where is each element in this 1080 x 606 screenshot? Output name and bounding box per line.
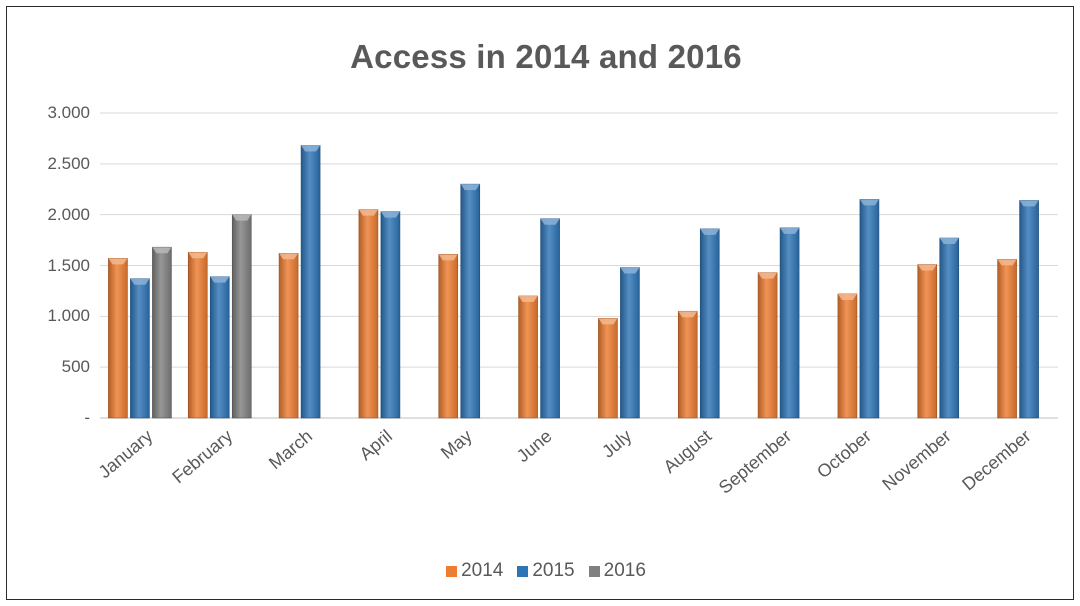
x-tick-label: November <box>878 426 954 495</box>
bar-2014-june <box>518 295 538 419</box>
x-axis-labels: January February March April May June July Augu… <box>95 426 1035 498</box>
bar-2016-january <box>152 246 172 419</box>
bar-cap <box>917 264 937 271</box>
bar-2015-november <box>939 237 960 419</box>
x-tick-label: September <box>715 426 795 498</box>
bar-cap <box>358 209 378 216</box>
x-tick-label: March <box>265 426 316 473</box>
bar-2014-september <box>757 272 778 419</box>
bar-cap <box>279 253 299 260</box>
legend-swatch <box>517 565 529 577</box>
bar-2014-august <box>677 310 698 419</box>
bar-2015-september <box>779 227 800 419</box>
bar-cap <box>301 145 321 152</box>
bar-cap <box>518 296 538 302</box>
bar-cap <box>678 311 698 318</box>
y-tick-label: 2.000 <box>47 204 90 224</box>
bar-2015-february <box>209 276 230 419</box>
legend-item: 2015 <box>517 560 575 582</box>
bar-2014-may <box>438 254 459 419</box>
bars <box>108 145 1039 419</box>
x-tick-label: February <box>168 426 236 488</box>
x-tick-label: August <box>660 426 716 477</box>
gridlines <box>100 112 1058 419</box>
x-tick-label: October <box>813 426 875 482</box>
bar-cap <box>837 293 857 300</box>
bar-cap <box>1019 200 1039 207</box>
chart-frame <box>6 6 1074 600</box>
bar-cap <box>700 228 720 235</box>
x-tick-label: July <box>598 426 635 462</box>
y-tick-label: 1.500 <box>47 255 90 275</box>
bar-2015-july <box>620 267 640 419</box>
bar-cap <box>108 258 128 265</box>
y-tick-label: 3.000 <box>47 103 90 122</box>
bar-2015-april <box>380 211 401 419</box>
bar-cap <box>210 276 230 283</box>
bar-cap <box>438 254 458 261</box>
bar-2014-december <box>997 259 1017 419</box>
legend-label: 2016 <box>603 560 646 581</box>
bar-cap <box>620 267 640 274</box>
bar-cap <box>758 272 778 279</box>
bar-2015-march <box>300 145 321 419</box>
bar-2014-february <box>187 251 208 419</box>
bar-2014-april <box>358 209 379 419</box>
bar-cap <box>232 214 252 221</box>
legend-swatch <box>446 565 458 577</box>
x-tick-label: April <box>356 426 396 464</box>
bar-cap <box>598 318 618 325</box>
bar-cap <box>460 184 480 191</box>
x-tick-label: May <box>437 426 476 463</box>
bar-2015-june <box>540 218 560 419</box>
legend-label: 2014 <box>461 560 504 581</box>
legend-item: 2014 <box>446 560 503 582</box>
bar-2015-december <box>1019 200 1039 419</box>
bar-cap <box>859 199 879 206</box>
bar-cap <box>188 252 208 259</box>
bar-cap <box>152 247 172 254</box>
bar-2014-november <box>917 264 938 419</box>
bar-cap <box>380 211 400 218</box>
bar-cap <box>780 227 800 234</box>
bar-2014-march <box>278 253 299 419</box>
bar-2016-february <box>231 214 252 419</box>
bar-cap <box>939 238 959 245</box>
bar-2015-october <box>859 199 880 419</box>
legend-label: 2015 <box>532 560 575 581</box>
bar-cap <box>130 278 150 285</box>
chart-title: Access in 2014 and 2016 <box>350 38 742 75</box>
x-tick-label: June <box>513 426 556 466</box>
bar-2015-august <box>699 228 720 419</box>
bar-2014-july <box>598 318 618 419</box>
x-tick-label: January <box>95 426 157 482</box>
bar-2015-january <box>130 278 150 419</box>
legend: 2014 2015 2016 <box>0 560 1080 582</box>
y-tick-label: 2.500 <box>47 153 90 173</box>
bar-cap <box>997 259 1017 266</box>
legend-item: 2016 <box>588 560 646 582</box>
y-tick-label: - <box>84 408 90 427</box>
bar-2014-october <box>837 293 858 419</box>
y-tick-label: 1.000 <box>47 306 90 326</box>
bar-cap <box>540 218 560 225</box>
x-tick-label: December <box>958 426 1034 495</box>
legend-swatch <box>588 565 600 577</box>
bar-2014-january <box>108 258 128 419</box>
y-tick-label: 500 <box>61 357 90 377</box>
bar-2015-may <box>460 183 481 419</box>
